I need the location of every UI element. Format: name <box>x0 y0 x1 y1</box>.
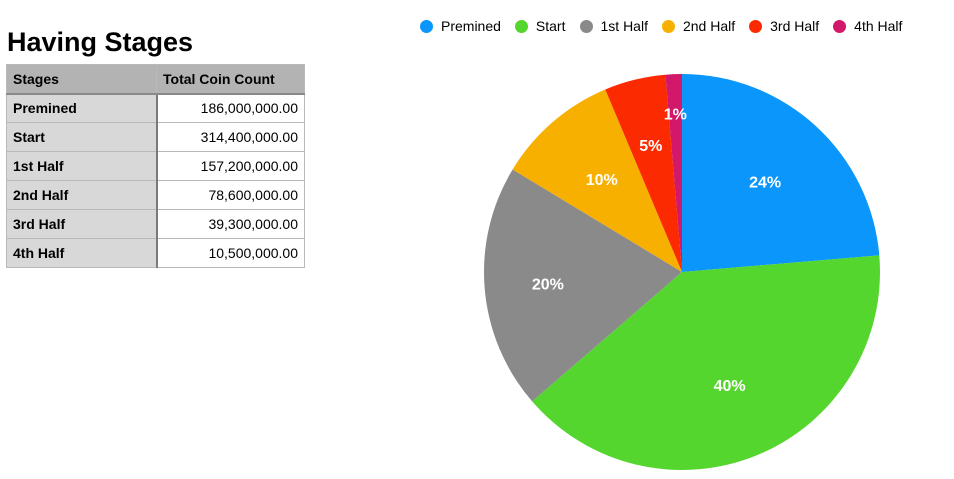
stage-cell: Premined <box>6 93 158 123</box>
table-row: 2nd Half 78,600,000.00 <box>6 180 305 210</box>
pie-slice <box>682 74 880 272</box>
legend-swatch <box>661 19 675 33</box>
legend-swatch <box>420 19 433 33</box>
stage-cell: 1st Half <box>6 151 158 181</box>
pie-slice <box>484 169 682 402</box>
slice-label: 10% <box>586 172 618 189</box>
legend-item: 3rd Half <box>749 18 819 34</box>
legend-label: 2nd Half <box>682 18 736 34</box>
page-title: Having Stages <box>7 27 194 57</box>
count-cell: 157,200,000.00 <box>156 151 305 181</box>
slice-label: 24% <box>749 175 781 192</box>
table-row: 4th Half 10,500,000.00 <box>6 238 305 268</box>
table-row: Premined 186,000,000.00 <box>6 93 305 123</box>
pie-slice <box>512 89 682 272</box>
legend-swatch <box>833 19 847 33</box>
stage-cell: 4th Half <box>6 238 158 268</box>
count-cell: 78,600,000.00 <box>156 180 305 210</box>
slice-label: 1% <box>664 107 687 124</box>
legend-swatch <box>749 19 763 33</box>
table-row: 1st Half 157,200,000.00 <box>6 151 305 181</box>
table-row: 3rd Half 39,300,000.00 <box>6 209 305 239</box>
count-cell: 314,400,000.00 <box>156 122 305 152</box>
column-header-stages: Stages <box>6 64 157 95</box>
count-cell: 39,300,000.00 <box>156 209 305 239</box>
legend-item: Premined <box>420 18 501 34</box>
table-row: Start 314,400,000.00 <box>6 122 305 152</box>
legend-item: 4th Half <box>833 18 902 34</box>
slice-label: 40% <box>714 378 746 395</box>
legend-label: 4th Half <box>854 18 903 34</box>
legend-swatch <box>514 19 528 33</box>
legend-label: Start <box>535 18 566 34</box>
count-cell: 10,500,000.00 <box>156 238 305 268</box>
stage-cell: Start <box>6 122 158 152</box>
count-cell: 186,000,000.00 <box>156 93 305 123</box>
pie-slice <box>532 255 880 470</box>
slice-label: 20% <box>532 276 564 293</box>
legend-label: 3rd Half <box>770 18 820 34</box>
stage-cell: 3rd Half <box>6 209 158 239</box>
chart-legend: Premined Start 1st Half 2nd Half 3rd Half 4th… <box>420 16 916 36</box>
column-header-total-coin-count: Total Coin Count <box>156 64 305 95</box>
legend-swatch <box>579 19 593 33</box>
stage-cell: 2nd Half <box>6 180 158 210</box>
pie-slice <box>605 74 682 272</box>
legend-item: Start <box>514 18 566 34</box>
table-header-row: Stages Total Coin Count <box>6 64 305 95</box>
slice-label: 5% <box>639 138 662 155</box>
legend-item: 2nd Half <box>661 18 736 34</box>
pie-slice <box>665 74 682 272</box>
legend-item: 1st Half <box>579 18 648 34</box>
legend-label: 1st Half <box>600 18 648 34</box>
stages-table: Stages Total Coin Count Premined 186,000… <box>6 64 305 268</box>
legend-label: Premined <box>441 18 501 34</box>
